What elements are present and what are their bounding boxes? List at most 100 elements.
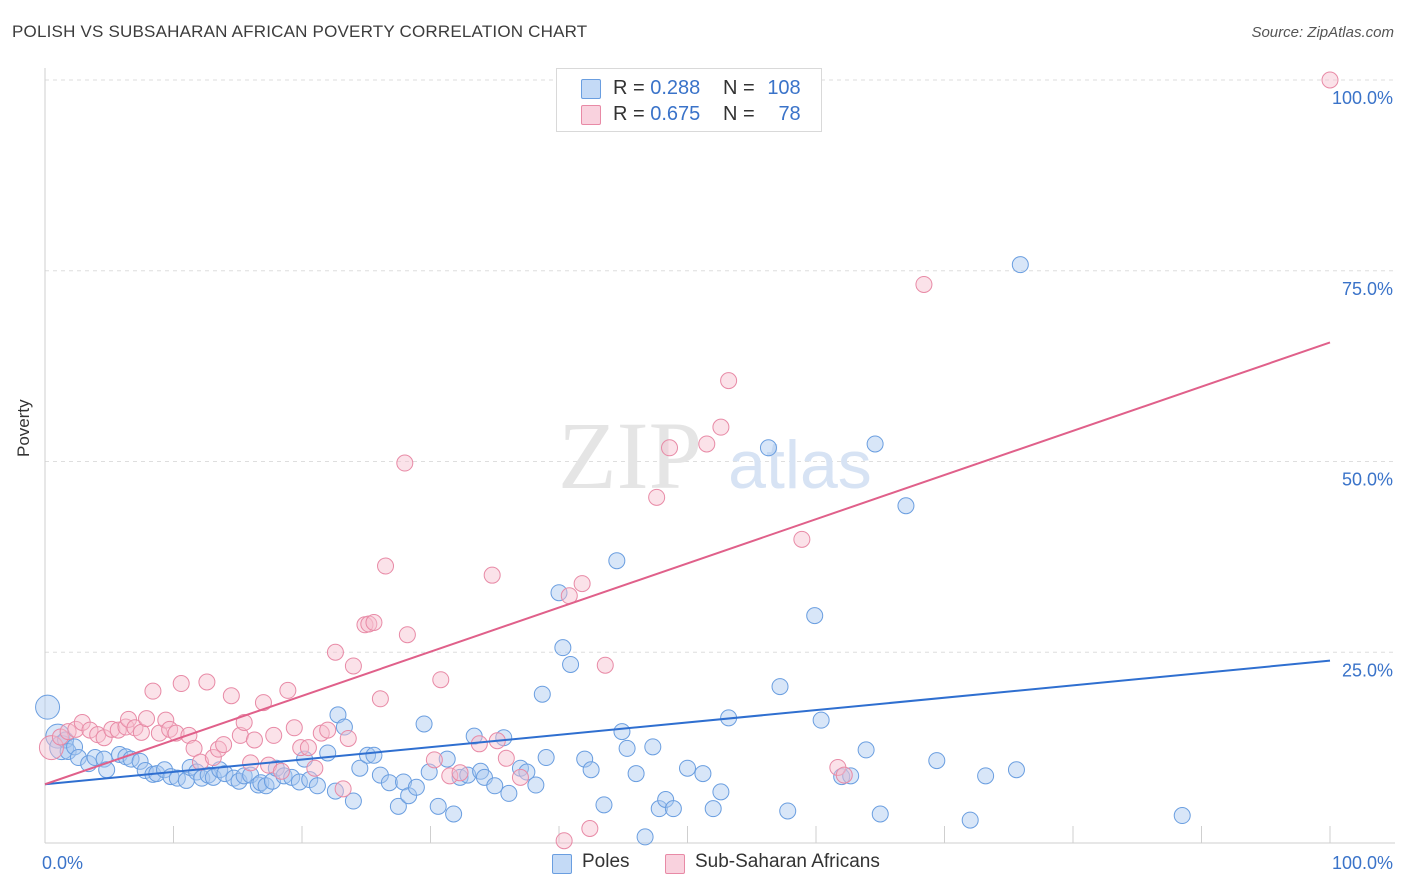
poles-point-80: [582, 761, 600, 779]
poles-point-84: [618, 739, 636, 757]
poles-point-40: [290, 773, 308, 791]
poles-point-47: [335, 718, 353, 736]
poles-point-60: [429, 797, 447, 815]
poles-point-106: [897, 497, 915, 515]
x-tick-label-0: 0.0%: [42, 853, 83, 873]
poles-point-88: [650, 800, 668, 818]
poles-trendline: [44, 659, 1331, 786]
ssa-point-53: [396, 454, 414, 472]
ssa-point-8: [103, 720, 121, 738]
legend-label-poles: Poles: [582, 851, 630, 872]
tick-labels: 25.0% 50.0% 75.0% 100.0% 0.0% 100.0%: [42, 88, 1393, 873]
source-label: Source: ZipAtlas.com: [1251, 24, 1394, 41]
ssa-point-72: [712, 418, 730, 436]
ssa-point-37: [279, 681, 297, 699]
poles-point-5: [66, 738, 84, 756]
legend-label-ssa: Sub-Saharan Africans: [695, 851, 880, 872]
ssa-point-57: [441, 767, 459, 785]
poles-point-49: [351, 759, 369, 777]
legend-swatch-poles: [552, 854, 572, 874]
ssa-point-11: [120, 710, 138, 728]
y-tick-label-0: 25.0%: [1342, 660, 1393, 680]
poles-point-101: [833, 768, 851, 786]
x-tick-label-1: 100.0%: [1332, 853, 1393, 873]
ssa-point-43: [319, 721, 337, 739]
ssa-point-78: [1321, 71, 1339, 89]
ssa-point-73: [720, 372, 738, 390]
poles-point-82: [608, 552, 626, 570]
legend-r-label: R =: [613, 77, 645, 99]
poles-point-53: [380, 774, 398, 792]
poles-point-43: [308, 777, 326, 795]
y-tick-label-2: 75.0%: [1342, 279, 1393, 299]
legend-swatch-poles: [581, 79, 601, 99]
legend-n-value: 78: [778, 103, 801, 125]
ssa-point-30: [235, 713, 253, 731]
watermark-atlas: atlas: [728, 427, 872, 503]
ssa-point-46: [339, 729, 357, 747]
legend-r-label: R =: [613, 103, 645, 125]
ssa-point-26: [209, 740, 227, 758]
poles-point-8: [86, 749, 104, 767]
ssa-point-22: [185, 739, 203, 757]
poles-point-102: [842, 767, 860, 785]
ssa-point-31: [242, 754, 260, 772]
series-legend: Poles Sub-Saharan Africans: [0, 851, 1406, 877]
poles-point-107: [928, 752, 946, 770]
ssa-point-62: [497, 749, 515, 767]
poles-point-79: [576, 750, 594, 768]
ssa-point-24: [198, 673, 216, 691]
ssa-point-20: [172, 675, 190, 693]
legend-n-label: N =: [723, 77, 755, 99]
poles-point-58: [415, 715, 433, 733]
ssa-point-15: [144, 682, 162, 700]
poles-point-100: [812, 711, 830, 729]
ssa-point-0: [38, 735, 64, 761]
poles-point-77: [554, 639, 572, 657]
poles-point-111: [1007, 761, 1025, 779]
poles-point-98: [779, 802, 797, 820]
legend-swatch-ssa: [581, 105, 601, 125]
poles-point-0: [35, 694, 61, 720]
poles-point-76: [550, 584, 568, 602]
grid-lines: [45, 79, 1395, 653]
ssa-trendline: [44, 341, 1331, 786]
poles-point-74: [533, 685, 551, 703]
poles-point-81: [595, 796, 613, 814]
ssa-point-77: [915, 275, 933, 293]
poles-point-61: [438, 750, 456, 768]
ssa-point-63: [511, 768, 529, 786]
ssa-point-40: [299, 739, 317, 757]
poles-point-103: [857, 741, 875, 759]
poles-point-73: [527, 776, 545, 794]
ssa-point-67: [581, 820, 599, 838]
legend-n-value: 108: [767, 77, 801, 99]
stats-legend: R = 0.288 N = 108 R = 0.675 N = 78: [556, 68, 822, 132]
ssa-point-74: [793, 530, 811, 548]
legend-r-value: 0.288: [650, 77, 701, 99]
poles-points: [35, 256, 1191, 846]
poles-point-85: [627, 765, 645, 783]
poles-point-108: [961, 811, 979, 829]
ssa-point-28: [222, 687, 240, 705]
poles-point-6: [69, 749, 87, 767]
poles-point-87: [644, 738, 662, 756]
ssa-point-41: [306, 759, 324, 777]
poles-point-105: [871, 805, 889, 823]
ssa-point-68: [596, 656, 614, 674]
legend-n-label: N =: [723, 103, 755, 125]
ssa-point-38: [285, 719, 303, 737]
ssa-points: [38, 71, 1339, 850]
poles-point-99: [806, 607, 824, 625]
ssa-point-50: [365, 613, 383, 631]
ssa-point-36: [272, 762, 290, 780]
poles-point-109: [977, 767, 995, 785]
y-tick-label-3: 100.0%: [1332, 88, 1393, 108]
ssa-point-69: [648, 488, 666, 506]
poles-point-48: [344, 792, 362, 810]
poles-point-78: [562, 655, 580, 673]
ssa-point-55: [425, 751, 443, 769]
poles-point-93: [704, 800, 722, 818]
y-tick-label-1: 50.0%: [1342, 470, 1393, 490]
